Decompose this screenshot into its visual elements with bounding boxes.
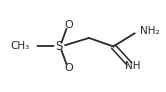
Circle shape <box>128 64 137 69</box>
Circle shape <box>64 65 73 70</box>
Circle shape <box>55 44 64 49</box>
Text: NH₂: NH₂ <box>140 26 160 36</box>
Text: O: O <box>64 63 73 73</box>
Circle shape <box>23 43 36 50</box>
Text: O: O <box>64 20 73 30</box>
Text: NH: NH <box>125 61 140 71</box>
Circle shape <box>64 23 73 28</box>
Circle shape <box>135 28 146 34</box>
Text: CH₃: CH₃ <box>10 41 30 51</box>
Text: S: S <box>56 40 63 53</box>
